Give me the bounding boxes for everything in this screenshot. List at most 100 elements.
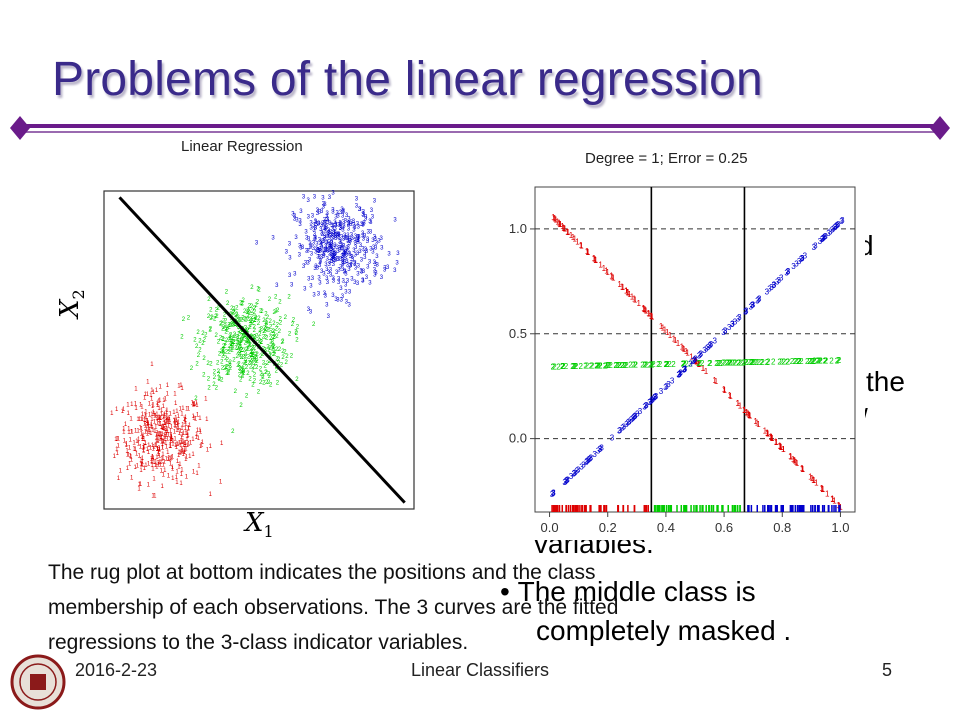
scatter-point: 2	[207, 314, 211, 320]
scatter-point: 1	[150, 412, 154, 418]
series-point-3: 3	[598, 445, 603, 454]
scatter-point: 2	[222, 352, 226, 358]
scatter-point: 1	[130, 429, 134, 435]
scatter-point: 1	[144, 410, 148, 416]
series-point-2: 2	[640, 361, 645, 370]
series-point-1: 1	[565, 227, 570, 236]
series-point-2: 2	[837, 356, 842, 365]
scatter-point: 2	[243, 361, 247, 367]
scatter-point: 2	[231, 322, 235, 328]
scatter-point: 2	[252, 342, 256, 348]
series-point-3: 3	[635, 410, 640, 419]
scatter-point: 3	[328, 221, 332, 227]
series-point-3: 3	[575, 467, 580, 476]
scatter-point: 1	[167, 416, 171, 422]
scatter-point: 3	[344, 248, 348, 254]
scatter-point: 1	[182, 431, 186, 437]
scatter-point: 3	[314, 249, 318, 255]
scatter-point: 3	[352, 248, 356, 254]
scatter-point: 1	[177, 384, 181, 390]
series-point-1: 1	[557, 219, 562, 228]
scatter-point: 2	[237, 331, 241, 337]
series-point-3: 3	[654, 392, 659, 401]
scatter-point: 2	[274, 309, 278, 315]
scatter-point: 1	[200, 442, 204, 448]
series-point-1: 1	[696, 359, 701, 368]
scatter-point: 2	[225, 371, 229, 377]
scatter-point: 1	[163, 421, 167, 427]
scatter-point: 1	[152, 445, 156, 451]
series-point-1: 1	[779, 443, 784, 452]
series-point-2: 2	[796, 357, 801, 366]
series-point-1: 1	[663, 326, 668, 335]
caption-line: The rug plot at bottom indicates the pos…	[48, 561, 596, 584]
scatter-point: 1	[143, 466, 147, 472]
scatter-point: 3	[347, 250, 351, 256]
series-point-1: 1	[712, 376, 717, 385]
scatter-point: 2	[235, 312, 239, 318]
series-point-1: 1	[774, 438, 779, 447]
scatter-point: 2	[246, 328, 250, 334]
series-point-2: 2	[714, 359, 719, 368]
scatter-point: 3	[326, 217, 330, 223]
scatter-point: 3	[342, 237, 346, 243]
series-point-3: 3	[830, 226, 835, 235]
rug-plot	[551, 505, 841, 512]
scatter-point: 2	[238, 318, 242, 324]
scatter-point: 3	[380, 246, 384, 252]
scatter-point: 2	[246, 340, 250, 346]
series-point-3: 3	[644, 401, 649, 410]
series-point-2: 2	[722, 359, 727, 368]
series-point-2: 2	[664, 360, 669, 369]
series-point-1: 1	[641, 304, 646, 313]
scatter-point: 2	[207, 297, 211, 303]
scatter-point: 2	[225, 290, 229, 296]
scatter-point: 3	[319, 241, 323, 247]
scatter-point: 2	[222, 337, 226, 343]
series-point-1: 1	[626, 288, 631, 297]
scatter-point: 1	[151, 403, 155, 409]
scatter-point: 3	[328, 243, 332, 249]
scatter-point: 1	[176, 423, 180, 429]
scatter-point: 2	[240, 355, 244, 361]
scatter-point: 2	[247, 354, 251, 360]
scatter-point: 1	[158, 416, 162, 422]
scatter-point: 2	[265, 321, 269, 327]
series-point-3: 3	[779, 274, 784, 283]
scatter-point: 3	[309, 244, 313, 250]
series-point-1: 1	[579, 242, 584, 251]
scatter-point: 3	[322, 271, 326, 277]
series-point-1: 1	[649, 312, 654, 321]
scatter-point: 3	[309, 245, 313, 251]
series-point-2: 2	[650, 360, 655, 369]
scatter-point: 2	[241, 315, 245, 321]
scatter-point: 1	[173, 392, 177, 398]
series-point-1: 1	[598, 261, 603, 270]
scatter-point: 2	[221, 365, 225, 371]
scatter-point: 3	[301, 245, 305, 251]
scatter-point: 1	[180, 435, 184, 441]
series-point-1: 1	[630, 292, 635, 301]
scatter-point: 2	[276, 322, 280, 328]
scatter-point: 3	[344, 283, 348, 289]
scatter-point: 1	[167, 420, 171, 426]
series-point-1: 1	[791, 455, 796, 464]
scatter-point: 3	[344, 256, 348, 262]
scatter-point: 3	[331, 236, 335, 242]
scatter-point: 3	[331, 224, 335, 230]
series-point-1: 1	[554, 216, 559, 225]
scatter-point: 2	[312, 322, 316, 328]
scatter-point: 3	[372, 245, 376, 251]
scatter-point: 2	[253, 378, 257, 384]
scatter-point: 3	[314, 225, 318, 231]
scatter-point: 2	[198, 348, 202, 354]
scatter-point: 3	[346, 233, 350, 239]
scatter-point: 3	[306, 249, 310, 255]
scatter-point: 3	[299, 209, 303, 215]
series-point-3: 3	[564, 477, 569, 486]
scatter-point: 3	[315, 247, 319, 253]
series-point-2: 2	[688, 359, 693, 368]
series-point-1: 1	[736, 399, 741, 408]
series-point-1: 1	[738, 401, 743, 410]
series-point-3: 3	[683, 365, 688, 374]
